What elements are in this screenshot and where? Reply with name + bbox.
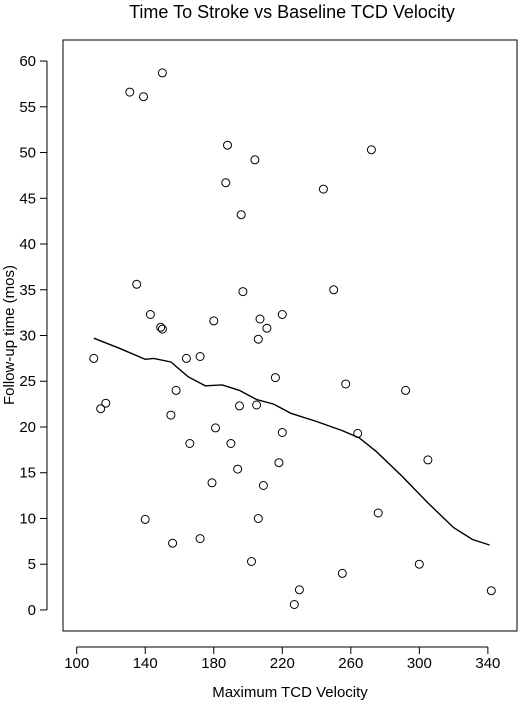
data-point (145, 310, 155, 319)
data-point (318, 184, 328, 194)
data-point (373, 508, 383, 518)
y-tick-label: 50 (19, 145, 36, 162)
data-point (166, 410, 176, 420)
points-layer (89, 68, 496, 609)
data-point (337, 568, 347, 578)
plot-frame (62, 39, 518, 632)
data-point (274, 458, 284, 468)
data-point (101, 398, 111, 408)
data-point (211, 423, 220, 433)
x-tick-label: 180 (201, 655, 226, 672)
data-point (253, 514, 263, 523)
data-point (277, 428, 287, 437)
data-point (250, 155, 260, 165)
data-point (96, 404, 106, 414)
data-point (366, 145, 376, 155)
data-point (157, 324, 167, 334)
y-axis: 0 5 10 15 20 25 30 35 40 45 50 55 60 (19, 53, 48, 619)
x-axis: 100 140 180 220 260 300 340 (64, 646, 500, 672)
data-point (486, 586, 496, 596)
data-point (270, 373, 280, 383)
data-point (156, 322, 166, 332)
y-axis-label: Follow-up time (mos) (1, 265, 18, 405)
data-point (233, 464, 243, 474)
data-point (185, 439, 195, 448)
y-tick-label: 0 (28, 602, 36, 619)
data-point (262, 323, 272, 333)
data-point (423, 455, 433, 465)
x-tick-label: 300 (407, 655, 432, 672)
data-point (294, 585, 304, 595)
y-tick-label: 35 (19, 282, 36, 299)
data-point (139, 92, 148, 102)
x-axis-label: Maximum TCD Velocity (212, 684, 368, 701)
y-tick-label: 40 (19, 236, 36, 253)
x-tick-label: 220 (270, 655, 295, 672)
data-point (277, 310, 287, 319)
data-point (181, 353, 191, 363)
y-tick-label: 20 (19, 419, 36, 436)
data-point (223, 140, 232, 150)
data-point (401, 385, 411, 395)
x-tick-label: 260 (338, 655, 363, 672)
data-point (157, 68, 167, 78)
data-point (236, 210, 246, 220)
y-tick-label: 60 (19, 53, 36, 70)
data-point (329, 285, 339, 295)
y-tick-label: 30 (19, 328, 36, 345)
y-tick-label: 25 (19, 373, 36, 390)
data-point (195, 352, 205, 361)
data-point (289, 600, 299, 609)
y-tick-label: 45 (19, 190, 36, 207)
data-point (209, 316, 219, 326)
data-point (414, 559, 424, 569)
trend-line (93, 337, 490, 546)
y-tick-label: 5 (28, 556, 36, 573)
data-point (238, 287, 248, 297)
data-point (207, 478, 217, 488)
y-tick-label: 15 (19, 465, 36, 482)
data-point (171, 385, 181, 395)
data-point (255, 314, 265, 324)
data-point (235, 401, 244, 411)
data-point (195, 534, 205, 544)
data-point (140, 514, 150, 524)
y-tick-label: 55 (19, 99, 36, 116)
data-point (221, 178, 231, 188)
x-tick-label: 340 (475, 655, 500, 672)
data-point (353, 428, 363, 438)
data-point (226, 439, 236, 448)
chart-title: Time To Stroke vs Baseline TCD Velocity (129, 2, 455, 22)
data-point (253, 334, 263, 344)
data-point (247, 557, 256, 566)
data-point (341, 379, 351, 389)
data-point (258, 481, 268, 490)
y-tick-label: 10 (19, 510, 36, 527)
trend-layer (93, 337, 490, 546)
x-tick-label: 140 (133, 655, 158, 672)
x-tick-label: 100 (64, 655, 89, 672)
data-point (168, 538, 178, 548)
data-point (132, 279, 142, 289)
data-point (125, 87, 135, 97)
data-point (252, 400, 262, 410)
data-point (89, 353, 99, 363)
